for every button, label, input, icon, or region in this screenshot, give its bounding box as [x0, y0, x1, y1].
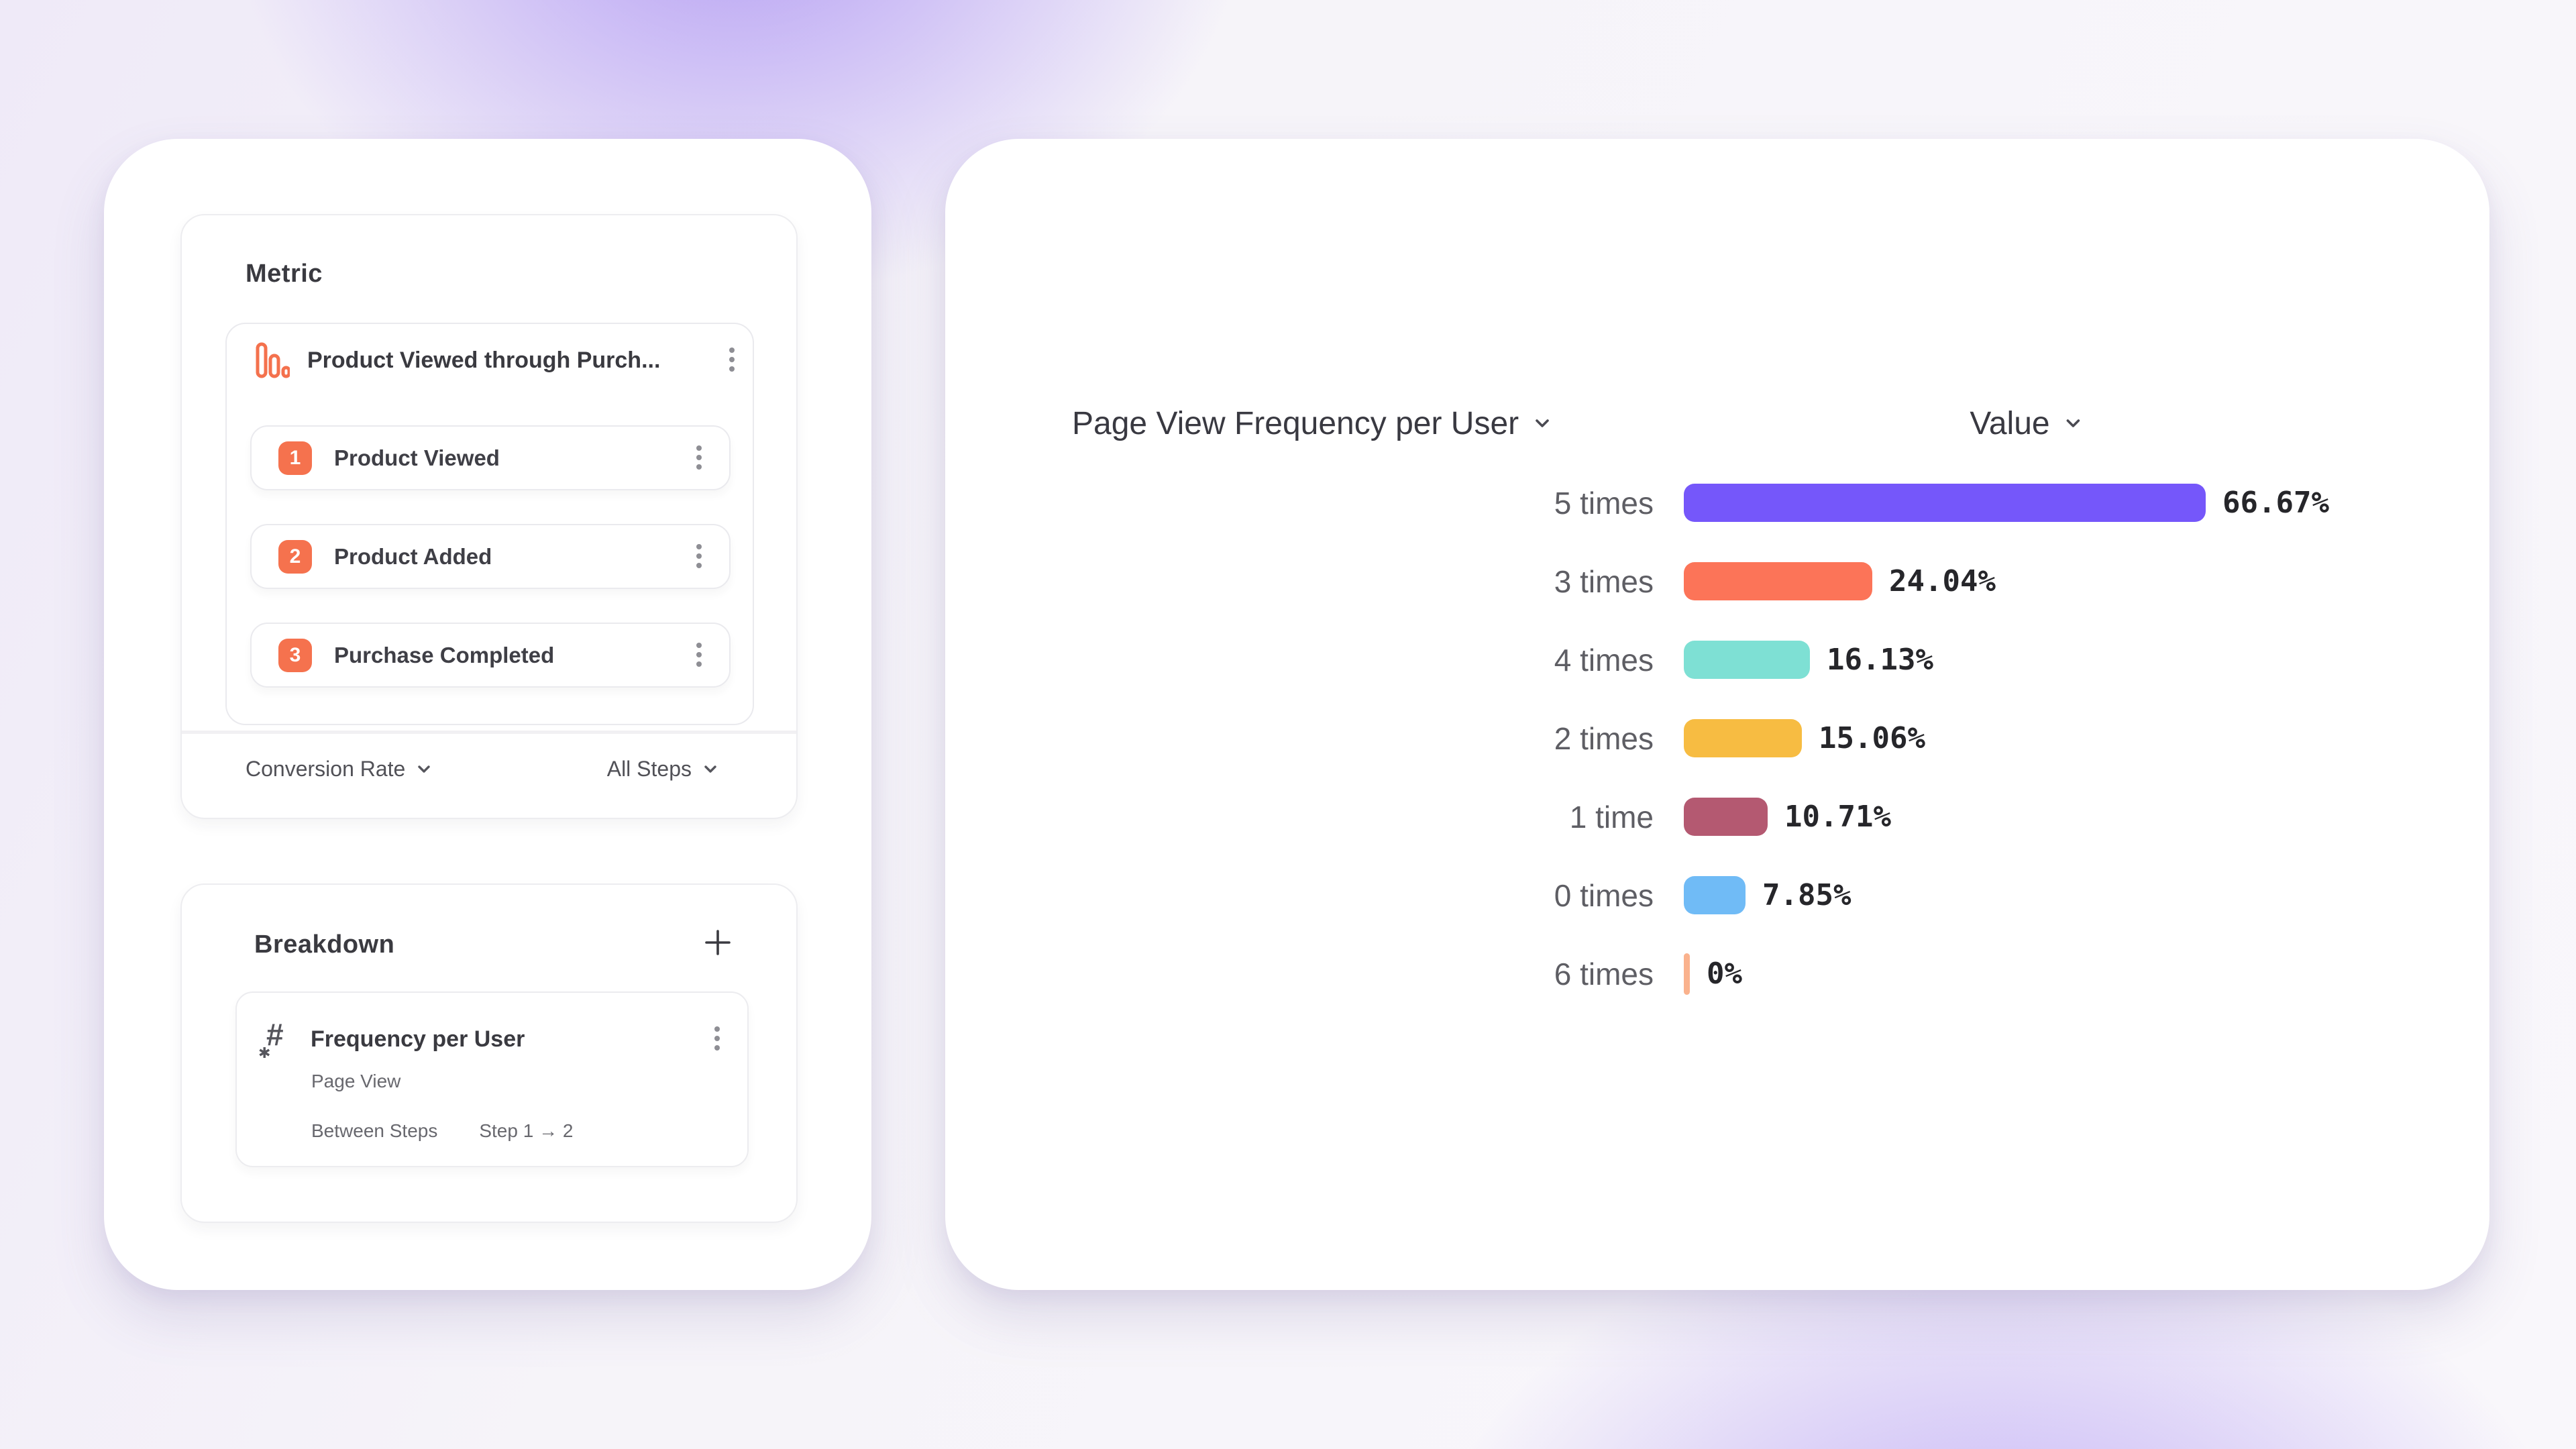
kebab-menu-icon[interactable]: [696, 445, 702, 471]
value-label: 0%: [1707, 957, 1742, 991]
bar-0-times[interactable]: [1684, 876, 1746, 914]
funnel-title: Product Viewed through Purch...: [307, 347, 661, 373]
value-label: 24.04%: [1889, 564, 1996, 598]
chart-row: 3 times 24.04%: [945, 542, 2489, 621]
step-number-badge: 1: [278, 441, 312, 475]
funnel-header[interactable]: Product Viewed through Purch...: [255, 339, 735, 382]
query-builder-panel: Metric Product Viewed through Purch... 1…: [104, 139, 871, 1290]
breakdown-item-title: Frequency per User: [311, 1026, 525, 1052]
funnel-step-2[interactable]: 2 Product Added: [250, 524, 731, 589]
value-label: 66.67%: [2222, 486, 2329, 520]
bar-4-times[interactable]: [1684, 641, 1810, 679]
chevron-down-icon: [2066, 419, 2080, 427]
all-steps-label: All Steps: [606, 756, 692, 781]
bar-6-times[interactable]: [1684, 953, 1690, 995]
chart-row: 1 time 10.71%: [945, 777, 2489, 856]
chart-row: 0 times 7.85%: [945, 856, 2489, 934]
step-range-value: Step 1 → 2: [479, 1120, 574, 1141]
breakdown-card: Breakdown # ✱ Frequency per User Page Vi…: [180, 883, 798, 1223]
kebab-menu-icon[interactable]: [696, 543, 702, 570]
category-label: 5 times: [1554, 485, 1654, 521]
numeric-property-icon: # ✱: [258, 1017, 284, 1061]
step-number-badge: 2: [278, 539, 312, 574]
value-dropdown[interactable]: Value: [1970, 404, 2084, 443]
funnel-step-3[interactable]: 3 Purchase Completed: [250, 623, 731, 688]
kebab-menu-icon[interactable]: [696, 642, 702, 668]
metric-card: Metric Product Viewed through Purch... 1…: [180, 214, 798, 819]
breakdown-item-detail: Between Steps Step 1 → 2: [311, 1120, 573, 1142]
chart-panel: Page View Frequency per User Value 5 tim…: [945, 139, 2489, 1290]
value-label: 10.71%: [1784, 800, 1891, 834]
value-label: 7.85%: [1762, 878, 1851, 912]
between-steps-label: Between Steps: [311, 1120, 438, 1141]
metric-heading: Metric: [246, 260, 323, 288]
step-label: Product Viewed: [334, 445, 500, 470]
bar-3-times[interactable]: [1684, 562, 1872, 600]
chevron-down-icon: [418, 765, 431, 773]
chart-row: 4 times 16.13%: [945, 621, 2489, 699]
conversion-rate-label: Conversion Rate: [246, 756, 406, 781]
funnel-bars-icon: [256, 342, 290, 378]
bar-5-times[interactable]: [1684, 484, 2206, 522]
step-label: Product Added: [334, 543, 492, 569]
bar-1-time[interactable]: [1684, 798, 1768, 836]
breakdown-item-event: Page View: [311, 1071, 401, 1091]
step-number-badge: 3: [278, 638, 312, 672]
breakdown-item-header: # ✱ Frequency per User: [258, 1017, 720, 1061]
breakdown-item[interactable]: # ✱ Frequency per User Page View Between…: [235, 991, 749, 1167]
value-label: 15.06%: [1819, 721, 1925, 755]
category-label: 6 times: [1554, 956, 1654, 991]
divider: [182, 731, 796, 734]
kebab-menu-icon[interactable]: [714, 1026, 720, 1052]
chart-row: 2 times 15.06%: [945, 699, 2489, 777]
chart-row: 5 times 66.67%: [945, 464, 2489, 542]
category-label: 0 times: [1554, 877, 1654, 913]
value-dropdown-label: Value: [1970, 405, 2050, 441]
series-dropdown[interactable]: Page View Frequency per User: [1072, 404, 1554, 443]
conversion-rate-dropdown[interactable]: Conversion Rate: [246, 757, 433, 782]
chart-row: 6 times 0%: [945, 934, 2489, 1013]
category-label: 3 times: [1554, 564, 1654, 599]
value-label: 16.13%: [1827, 643, 1933, 677]
chevron-down-icon: [1536, 419, 1549, 427]
category-label: 2 times: [1554, 720, 1654, 756]
all-steps-dropdown[interactable]: All Steps: [607, 757, 720, 782]
kebab-menu-icon[interactable]: [729, 347, 735, 373]
metric-footer: Conversion Rate All Steps: [246, 751, 720, 787]
breakdown-heading: Breakdown: [254, 930, 395, 959]
funnel-group: Product Viewed through Purch... 1 Produc…: [225, 323, 754, 725]
chart-rows: 5 times 66.67% 3 times 24.04% 4 times 16.13% 2…: [945, 464, 2489, 1013]
category-label: 4 times: [1554, 642, 1654, 678]
category-label: 1 time: [1569, 799, 1654, 835]
series-dropdown-label: Page View Frequency per User: [1072, 405, 1519, 441]
add-breakdown-button[interactable]: [702, 926, 734, 959]
chevron-down-icon: [704, 765, 716, 773]
funnel-step-1[interactable]: 1 Product Viewed: [250, 425, 731, 490]
bar-2-times[interactable]: [1684, 719, 1802, 757]
step-label: Purchase Completed: [334, 642, 555, 667]
